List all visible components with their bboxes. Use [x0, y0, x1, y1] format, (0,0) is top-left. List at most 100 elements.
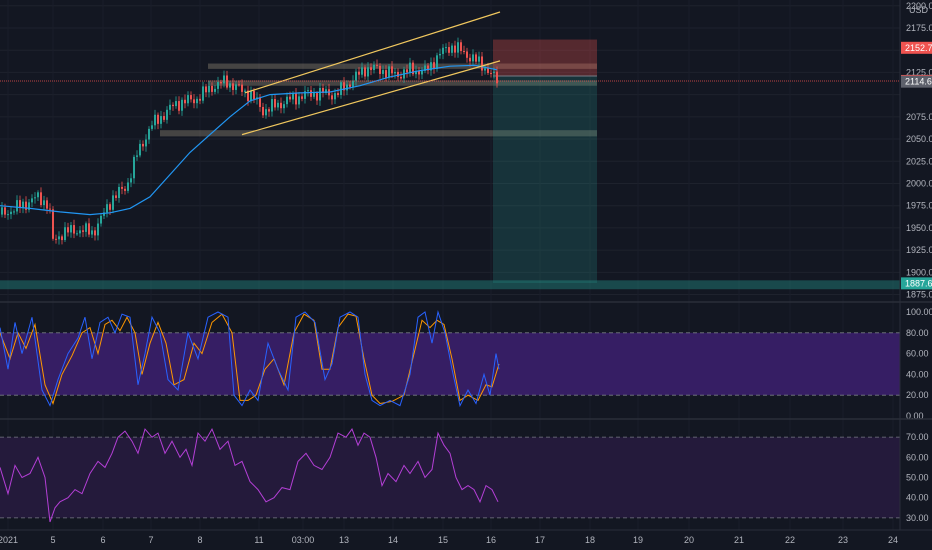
candle-body	[214, 88, 216, 92]
candle-body	[349, 84, 351, 87]
candle-body	[496, 71, 498, 84]
candle-body	[244, 90, 246, 92]
candle-body	[334, 93, 336, 100]
candle-body	[52, 209, 54, 239]
candle-body	[421, 70, 423, 75]
candle-body	[139, 143, 141, 156]
candle-body	[313, 93, 315, 97]
candle-body	[337, 93, 339, 96]
candle-body	[340, 82, 342, 96]
candle-body	[412, 62, 414, 75]
price-tick-label: 2075.0	[906, 112, 932, 122]
candle-body	[190, 95, 192, 100]
price-tag-stop	[901, 41, 932, 54]
candle-body	[79, 230, 81, 234]
candle-body	[406, 69, 408, 73]
price-tick-label: 1975.0	[906, 201, 932, 211]
candle-body	[28, 202, 30, 210]
price-scale[interactable]: 2200.0 2175.0 2125.0 2075.0 2050.0 2025.0 2000…	[906, 1, 932, 300]
candle-body	[37, 192, 39, 198]
candle-body	[493, 71, 495, 74]
channel-lower-line	[241, 60, 501, 136]
candle-body	[424, 65, 426, 71]
stoch-band	[0, 332, 900, 396]
candle-body	[430, 62, 432, 71]
candle-body	[97, 223, 99, 236]
time-tick-label: 20	[684, 535, 694, 545]
candle-body	[241, 84, 243, 92]
candle-body	[127, 182, 129, 191]
price-tag-target	[901, 277, 932, 290]
price-tag-ma	[901, 75, 932, 88]
time-tick-label: 19	[633, 535, 643, 545]
time-tick-label: 24	[888, 535, 898, 545]
candle-body	[64, 227, 66, 241]
candle-body	[283, 104, 285, 109]
candle-body	[13, 211, 15, 213]
candle-body	[169, 104, 171, 110]
rsi-pane: 70.00 60.00 50.00 40.00 30.00	[0, 427, 929, 523]
candle-body	[16, 200, 18, 212]
candle-body	[310, 90, 312, 97]
candle-body	[331, 95, 333, 100]
price-tick-label: 2125.0	[906, 67, 932, 77]
candle-body	[358, 71, 360, 75]
candle-body	[202, 86, 204, 101]
time-tick-label: 14	[388, 535, 398, 545]
resistance-zone	[208, 63, 597, 69]
rsi-line	[0, 427, 499, 523]
candle-body	[418, 70, 420, 75]
time-tick-label: 5	[50, 535, 55, 545]
candle-body	[250, 90, 252, 102]
candle-body	[307, 90, 309, 92]
candle-body	[184, 99, 186, 104]
candle-body	[121, 186, 123, 189]
candle-body	[43, 200, 45, 206]
candle-body	[280, 102, 282, 109]
candle-body	[454, 45, 456, 53]
candle-body	[133, 156, 135, 179]
resistance-zone	[208, 80, 597, 86]
price-tag-label: 2114.6	[905, 77, 932, 87]
candle-body	[343, 82, 345, 91]
candle-body	[130, 178, 132, 183]
rsi-band	[0, 437, 900, 518]
price-zones	[160, 63, 597, 137]
price-tag-label: 2152.7	[905, 43, 932, 53]
time-scale[interactable]: 2021 5 6 7 8 11 03:00 13 14 15 16 17 18 19 20 21 22 23 24	[0, 535, 898, 545]
candle-body	[178, 101, 180, 111]
price-tick-label: 2000.0	[906, 178, 932, 188]
price-tick-label: 1875.0	[906, 290, 932, 300]
time-tick-label: 7	[148, 535, 153, 545]
candle-body	[82, 230, 84, 232]
candle-body	[142, 143, 144, 147]
candle-body	[466, 51, 468, 58]
take-profit-area	[493, 75, 597, 284]
price-tick-label: 1950.0	[906, 223, 932, 233]
time-tick-label: 21	[734, 535, 744, 545]
candle-body	[226, 75, 228, 88]
candle-body	[193, 99, 195, 104]
candle-body	[85, 223, 87, 232]
candlestick-series	[1, 37, 498, 245]
candle-body	[31, 198, 33, 203]
candle-body	[304, 91, 306, 99]
price-tick-label: 1925.0	[906, 245, 932, 255]
candle-body	[109, 204, 111, 210]
candle-body	[118, 186, 120, 198]
candle-body	[175, 101, 177, 107]
stochastic-pane: 100.00 80.00 60.00 40.00 20.00 0.00	[0, 307, 932, 421]
candle-body	[265, 109, 267, 116]
candle-body	[397, 71, 399, 77]
candle-body	[88, 223, 90, 235]
price-tick-label: 2175.0	[906, 23, 932, 33]
time-tick-label: 8	[197, 535, 202, 545]
ascending-channel[interactable]	[241, 11, 501, 136]
candle-body	[67, 227, 69, 233]
candle-body	[247, 90, 249, 102]
price-tick-label: 2200.0	[906, 1, 932, 11]
candle-body	[151, 125, 153, 129]
short-position-tool[interactable]	[0, 39, 900, 290]
price-tag-label: 1887.6	[905, 278, 932, 288]
